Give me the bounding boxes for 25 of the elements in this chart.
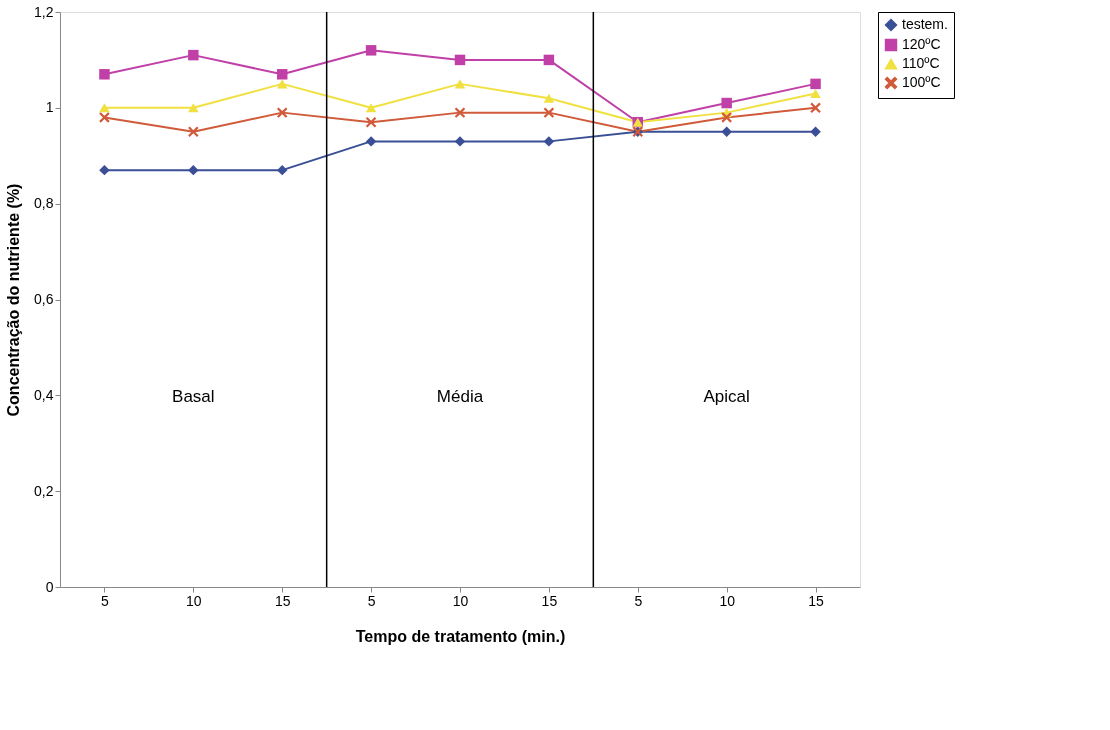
- y-tick-label: 0,6: [34, 291, 54, 307]
- y-tick-label: 0: [45, 578, 54, 595]
- y-tick-label: 0,4: [34, 386, 54, 403]
- x-tick-label: 15: [808, 592, 825, 609]
- annotation: Média: [436, 387, 484, 406]
- x-tick-label: 5: [367, 592, 376, 609]
- x-axis-title: Tempo de tratamento (min.): [355, 627, 566, 645]
- x-tick-label: 15: [541, 592, 558, 609]
- x-tick-label: 10: [452, 592, 469, 609]
- x-tick-label: 5: [634, 592, 643, 609]
- annotation: Apical: [703, 387, 750, 406]
- legend-label: 120ºC: [902, 36, 941, 52]
- y-tick-label: 0,8: [34, 195, 54, 212]
- legend-label: 110ºC: [902, 55, 940, 71]
- y-tick-label: 1: [45, 99, 54, 116]
- x-tick-label: 10: [719, 592, 736, 609]
- x-tick-label: 5: [101, 592, 110, 609]
- y-tick-label: 1,2: [34, 3, 54, 20]
- x-tick-label: 10: [186, 592, 202, 609]
- x-tick-label: 15: [274, 592, 291, 609]
- y-axis-title: Concentração do nutriente (%): [5, 183, 23, 417]
- legend-label: 100ºC: [902, 74, 941, 90]
- y-tick-label: 0,2: [34, 482, 54, 499]
- annotation: Basal: [172, 387, 215, 406]
- legend-label: testem.: [902, 16, 948, 32]
